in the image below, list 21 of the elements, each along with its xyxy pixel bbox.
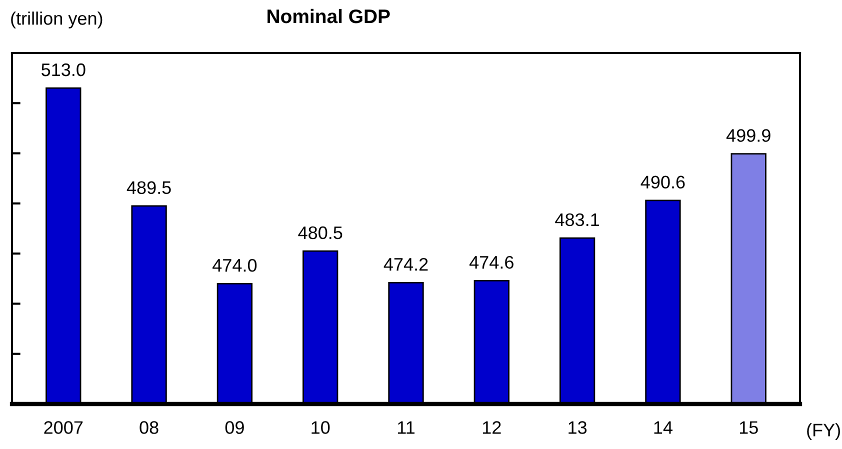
data-label: 480.5: [298, 226, 342, 240]
data-label: 513.0: [42, 63, 86, 76]
data-label: 483.1: [555, 213, 600, 226]
data-label: 489.5: [126, 181, 171, 194]
data-label: 490.6: [640, 176, 685, 189]
data-label: 499.9: [726, 129, 770, 142]
y-axis-title: (trillion yen): [11, 12, 102, 28]
data-label: 474.0: [212, 258, 257, 272]
x-tick-label: 11: [398, 421, 414, 434]
x-tick-label: 14: [654, 421, 672, 434]
x-tick-label: 13: [568, 421, 587, 434]
x-tick-label: 08: [140, 421, 158, 434]
x-tick-label: 15: [740, 421, 758, 434]
data-label: 474.6: [469, 256, 514, 269]
x-tick-label: 09: [225, 421, 244, 434]
x-tick-label: 10: [312, 421, 330, 434]
x-tick-label: 2007: [44, 421, 83, 434]
chart-title: Nominal GDP: [268, 8, 390, 24]
data-label: 474.2: [384, 258, 428, 271]
x-axis-title: (FY): [807, 423, 840, 440]
x-tick-label: 12: [482, 421, 501, 434]
